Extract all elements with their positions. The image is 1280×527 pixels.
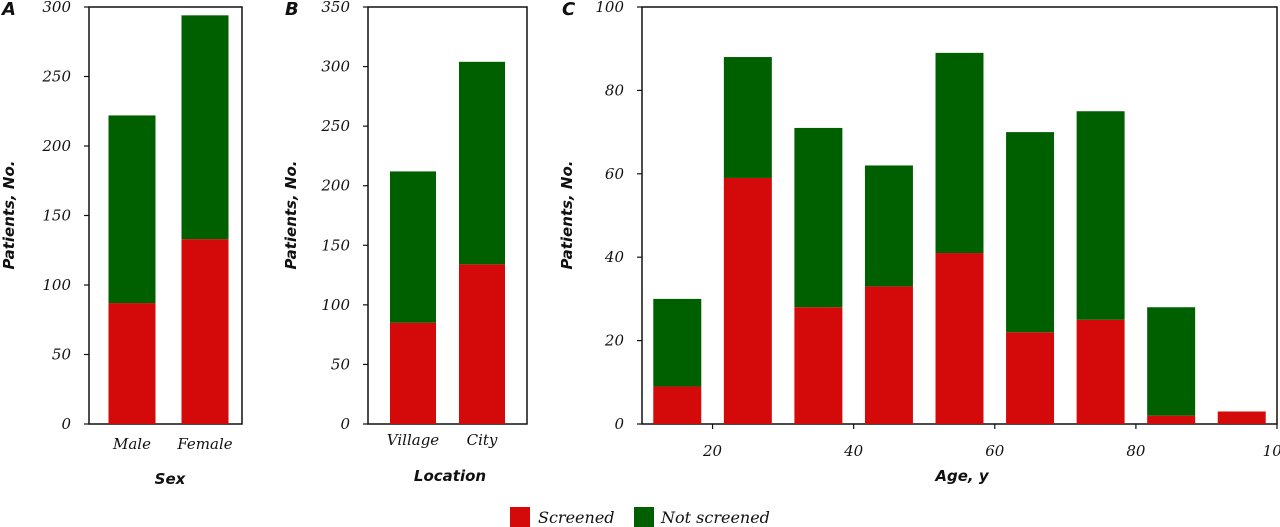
x-axis-title-c: Age, y <box>934 467 989 485</box>
bar-screened-c <box>864 286 913 424</box>
bar-screened-b <box>459 264 505 424</box>
bar-screened-c <box>653 386 702 424</box>
y-tick-label-c: 0 <box>614 415 624 433</box>
bar-not-screened-c <box>653 298 702 387</box>
bar-screened-c <box>1006 332 1055 424</box>
x-category-label-b: City <box>467 431 498 449</box>
x-tick-label-c: 60 <box>985 442 1005 460</box>
panel-letter-c: C <box>562 0 576 20</box>
bar-not-screened-c <box>935 52 984 254</box>
y-tick-label-b: 200 <box>320 177 350 195</box>
panel-letter-b: B <box>285 0 299 20</box>
bar-screened-c <box>723 177 772 424</box>
x-tick-label-c: 80 <box>1126 442 1146 460</box>
y-tick-label-c: 40 <box>604 248 625 266</box>
y-tick-label-b: 300 <box>321 58 350 76</box>
bar-not-screened-b <box>390 171 436 323</box>
bar-screened-b <box>390 322 436 424</box>
panel-b: 0 50 100 150 200 250 300 350 Village City <box>320 0 505 449</box>
bar-not-screened-c <box>864 165 913 287</box>
legend-label-not-screened: Not screened <box>660 508 770 527</box>
x-category-label-b: Village <box>387 431 440 449</box>
x-tick-label-c: 40 <box>843 442 864 460</box>
y-tick-label-c: 100 <box>595 0 624 16</box>
y-tick-label-b: 350 <box>321 0 350 16</box>
x-category-label-a: Male <box>112 435 151 453</box>
panel-c: 0 20 40 60 80 100 20 40 60 80 100 <box>595 0 1280 460</box>
legend: Screened Not screened <box>510 507 770 527</box>
bar-screened-a <box>108 303 156 424</box>
x-tick-label-c: 100 <box>1263 442 1280 460</box>
bar-not-screened-b <box>459 61 505 265</box>
y-tick-label-b: 0 <box>340 415 350 433</box>
y-tick-label-a: 200 <box>41 137 71 155</box>
plot-frame-b <box>367 6 528 425</box>
x-category-label-a: Female <box>176 435 232 453</box>
y-tick-label-a: 150 <box>42 207 71 225</box>
y-tick-label-b: 50 <box>331 355 351 373</box>
x-tick-label-c: 20 <box>702 442 723 460</box>
y-tick-label-b: 150 <box>321 236 350 254</box>
panel-a: 0 50 100 150 200 250 300 Male Female <box>41 0 232 453</box>
bar-not-screened-a <box>108 115 156 304</box>
y-tick-label-c: 20 <box>604 332 625 350</box>
x-axis-title-a: Sex <box>155 470 187 488</box>
bar-screened-c <box>1147 415 1196 424</box>
bar-screened-a <box>181 239 229 424</box>
bar-not-screened-c <box>1006 132 1055 333</box>
bar-screened-c <box>794 307 843 424</box>
bar-screened-c <box>1076 319 1125 424</box>
y-axis-title-c: Patients, No. <box>558 161 576 270</box>
y-tick-label-b: 100 <box>321 296 350 314</box>
y-axis-title-b: Patients, No. <box>282 161 300 270</box>
y-tick-label-a: 50 <box>52 346 72 364</box>
y-tick-label-b: 250 <box>320 117 350 135</box>
bar-screened-c <box>1217 411 1266 424</box>
bar-screened-c <box>935 253 984 424</box>
bar-not-screened-c <box>1076 111 1125 320</box>
legend-swatch-screened <box>510 507 530 527</box>
bar-not-screened-c <box>723 57 772 178</box>
y-tick-label-a: 0 <box>61 415 71 433</box>
legend-swatch-not-screened <box>634 507 654 527</box>
bar-not-screened-c <box>1147 307 1196 416</box>
x-axis-title-b: Location <box>414 467 486 485</box>
y-tick-label-a: 300 <box>42 0 71 16</box>
bar-not-screened-a <box>181 15 229 240</box>
bar-not-screened-c <box>794 127 843 308</box>
y-tick-label-a: 100 <box>42 276 71 294</box>
panel-letter-a: A <box>0 0 16 20</box>
y-tick-label-c: 60 <box>605 165 625 183</box>
y-tick-label-c: 80 <box>605 81 625 99</box>
y-tick-label-a: 250 <box>41 68 71 86</box>
legend-label-screened: Screened <box>538 508 615 527</box>
y-axis-title-a: Patients, No. <box>0 161 18 270</box>
